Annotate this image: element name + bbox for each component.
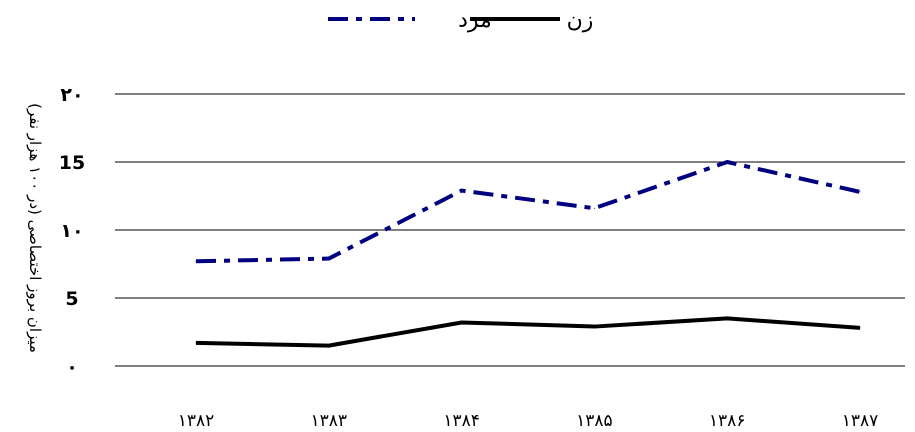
x-axis-ticks: ۱۳۸۲ ۱۳۸۳ ۱۳۸۴ ۱۳۸۵ ۱۳۸۶ ۱۳۸۷ xyxy=(178,411,879,431)
data-point xyxy=(461,190,463,192)
legend-label: زن xyxy=(567,8,594,33)
series-female xyxy=(195,316,861,348)
series-line xyxy=(195,160,861,264)
legend-item: مرد xyxy=(328,8,492,33)
legend-item: زن xyxy=(470,8,593,33)
data-point xyxy=(726,317,728,319)
y-tick-label: 5 xyxy=(65,288,78,310)
y-tick-label: ۱۰ xyxy=(60,220,83,242)
y-tick-label: 15 xyxy=(59,152,85,174)
data-point xyxy=(328,345,330,347)
y-tick-label: ۰ xyxy=(66,356,78,378)
data-point xyxy=(859,327,861,329)
data-point xyxy=(461,321,463,323)
gridlines xyxy=(115,93,905,367)
y-tick-label: ۲۰ xyxy=(60,84,83,106)
legend: مرد زن xyxy=(328,8,593,33)
series-line xyxy=(195,316,861,348)
x-tick-label: ۱۳۸۲ xyxy=(178,411,215,431)
data-point xyxy=(859,191,861,193)
data-point xyxy=(328,258,330,260)
data-point xyxy=(593,326,595,328)
x-tick-label: ۱۳۸۵ xyxy=(576,411,613,431)
x-tick-label: ۱۳۸۳ xyxy=(311,411,348,431)
y-axis-title: میزان بروز اختصاصی (در ۱۰۰ هزار نفر) xyxy=(26,103,44,353)
y-axis-title-group: میزان بروز اختصاصی (در ۱۰۰ هزار نفر) xyxy=(26,103,44,353)
x-tick-label: ۱۳۸۷ xyxy=(842,411,879,431)
data-point xyxy=(195,260,197,262)
data-point xyxy=(195,342,197,344)
data-point xyxy=(593,207,595,209)
series-lines xyxy=(195,160,861,348)
data-point xyxy=(726,161,728,163)
x-tick-label: ۱۳۸۴ xyxy=(443,411,480,431)
series-male xyxy=(195,160,861,264)
x-tick-label: ۱۳۸۶ xyxy=(709,411,746,431)
y-axis-ticks: ۰ 5 ۱۰ 15 ۲۰ xyxy=(59,84,85,378)
